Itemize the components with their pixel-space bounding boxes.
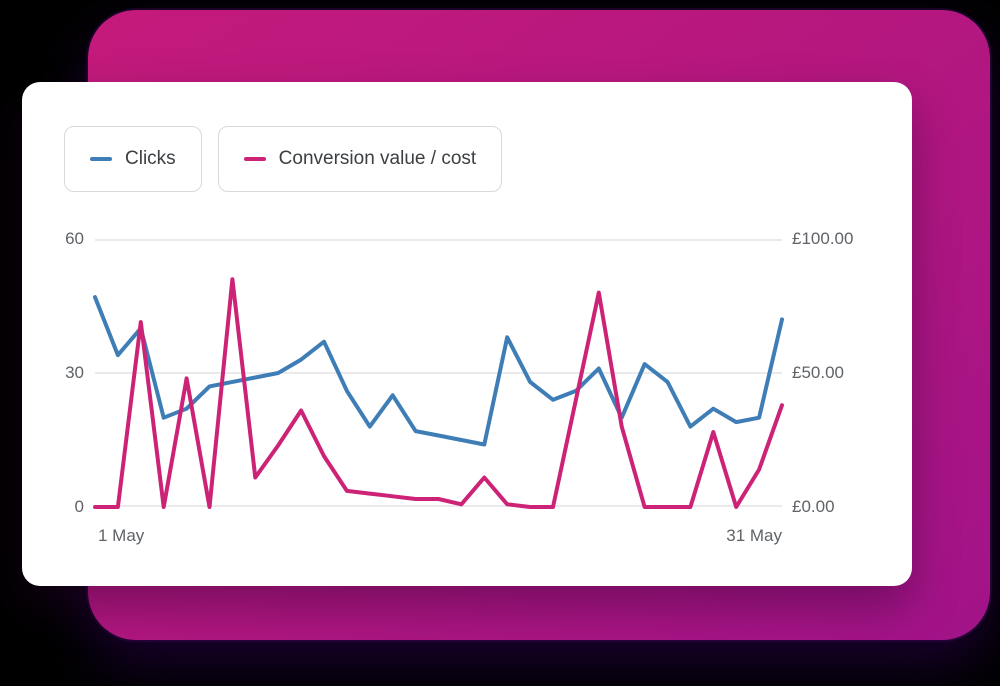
- x-axis-label-start: 1 May: [98, 526, 145, 545]
- right-axis-tick-0: £0.00: [792, 497, 835, 516]
- legend: Clicks Conversion value / cost: [64, 126, 503, 192]
- right-axis-tick-100: £100.00: [792, 229, 854, 248]
- left-axis-tick-30: 30: [65, 363, 84, 382]
- conversion-line-icon: [243, 157, 266, 161]
- left-axis-tick-0: 0: [74, 497, 84, 516]
- legend-label-clicks: Clicks: [125, 148, 176, 169]
- left-axis-tick-60: 60: [65, 229, 84, 248]
- right-axis-tick-50: £50.00: [792, 363, 844, 382]
- x-axis-label-end: 31 May: [726, 526, 782, 545]
- clicks-line-icon: [90, 157, 112, 161]
- chart-plot: [93, 239, 784, 509]
- legend-label-conversion: Conversion value / cost: [278, 148, 477, 169]
- chart-card: Clicks Conversion value / cost 60 30 0 £…: [22, 82, 912, 586]
- legend-chip-clicks[interactable]: Clicks: [64, 126, 202, 192]
- legend-chip-conversion[interactable]: Conversion value / cost: [217, 126, 503, 192]
- series-line-clicks: [93, 295, 784, 447]
- series-line-conversion-value-cost: [93, 277, 784, 509]
